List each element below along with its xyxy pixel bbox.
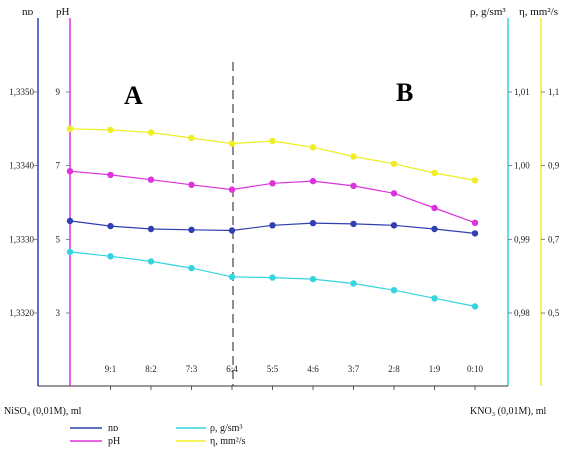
data-point-rho	[228, 273, 236, 281]
data-point-pH	[309, 177, 317, 185]
data-point-eta	[147, 129, 155, 136]
x-tick-label: 4:6	[307, 364, 319, 374]
x-left-label: NiSO₄ (0,01M), ml	[4, 406, 82, 417]
data-point-pH	[390, 190, 398, 197]
rho-axis-title: ρ, g/sm³	[470, 6, 506, 18]
nD-tick-label: 1,3350	[9, 87, 34, 97]
x-tick-label: 2:8	[388, 364, 400, 374]
data-point-pH	[350, 182, 357, 190]
data-point-eta	[350, 153, 357, 160]
data-point-nD	[188, 226, 195, 233]
data-point-pH	[269, 180, 276, 187]
pH-tick-label: 7	[56, 161, 61, 171]
x-right-label: KNO₃ (0,01M), ml	[470, 406, 546, 417]
region-label-a: A	[124, 81, 143, 110]
legend-label-ph: pH	[108, 436, 120, 447]
rho-tick-label: 1,01	[514, 87, 530, 97]
eta-tick-label: 0,7	[548, 234, 560, 244]
data-point-pH	[228, 186, 236, 193]
data-point-rho	[471, 303, 479, 310]
data-point-eta	[269, 137, 276, 145]
pH-tick-label: 3	[56, 308, 61, 318]
legend: nᴅ pH ρ, g/sm³ η, mm²/s	[70, 423, 246, 447]
x-tick-label: 9:1	[105, 364, 117, 374]
eta-tick-label: 0,9	[548, 161, 560, 171]
data-point-eta	[228, 140, 236, 147]
x-tick-label: 6:4	[226, 364, 238, 374]
data-point-nD	[228, 227, 236, 234]
data-point-pH	[66, 168, 74, 175]
x-tick-label: 5:5	[267, 364, 279, 374]
x-tick-label: 1:9	[429, 364, 441, 374]
data-point-rho	[66, 248, 74, 256]
eta-tick-label: 0,5	[548, 308, 560, 318]
x-tick-label: 3:7	[348, 364, 360, 374]
nD-tick-label: 1,3340	[9, 161, 34, 171]
rho-tick-label: 0,99	[514, 234, 530, 244]
rho-tick-label: 1,00	[514, 161, 530, 171]
eta-axis-title: η, mm²/s	[519, 6, 558, 18]
nD-tick-label: 1,3330	[9, 234, 34, 244]
data-point-eta	[188, 134, 195, 142]
data-point-pH	[147, 176, 155, 183]
x-tick-label: 8:2	[145, 364, 157, 374]
data-point-rho	[147, 258, 155, 265]
region-label-b: B	[396, 78, 413, 107]
nD-tick-label: 1,3320	[9, 308, 34, 318]
data-point-nD	[471, 230, 479, 237]
pH-tick-label: 5	[56, 234, 61, 244]
legend-label-rho: ρ, g/sm³	[210, 423, 242, 434]
series-line-eta	[69, 128, 476, 181]
data-point-rho	[269, 274, 276, 281]
nd-axis-title: nᴅ	[22, 6, 34, 18]
data-point-nD	[269, 222, 276, 229]
data-point-rho	[350, 280, 357, 287]
data-point-rho	[188, 264, 195, 272]
data-point-nD	[66, 217, 74, 225]
legend-label-eta: η, mm²/s	[210, 436, 246, 447]
ph-axis-title: pH	[56, 6, 70, 18]
data-point-eta	[309, 144, 317, 151]
x-tick-label: 0:10	[467, 364, 484, 374]
series-line-pH	[69, 170, 476, 224]
data-point-rho	[390, 287, 398, 294]
data-point-eta	[66, 125, 74, 132]
data-point-rho	[309, 275, 317, 283]
x-tick-label: 7:3	[186, 364, 198, 374]
legend-label-nd: nᴅ	[108, 423, 118, 434]
data-point-nD	[147, 225, 155, 233]
data-point-nD	[107, 222, 114, 230]
data-point-pH	[471, 219, 479, 226]
data-point-eta	[431, 169, 438, 177]
data-point-rho	[107, 253, 114, 260]
data-point-nD	[309, 219, 317, 227]
data-point-pH	[431, 204, 438, 212]
data-point-eta	[390, 160, 398, 167]
data-point-nD	[431, 225, 438, 233]
data-point-eta	[471, 177, 479, 184]
data-point-pH	[107, 171, 114, 179]
rho-tick-label: 0,98	[514, 308, 530, 318]
eta-tick-label: 1,1	[548, 87, 559, 97]
data-point-nD	[390, 222, 398, 229]
data-point-pH	[188, 181, 195, 188]
data-point-rho	[431, 295, 438, 302]
pH-tick-label: 9	[56, 87, 61, 97]
data-point-eta	[107, 126, 114, 134]
data-point-nD	[350, 220, 357, 228]
